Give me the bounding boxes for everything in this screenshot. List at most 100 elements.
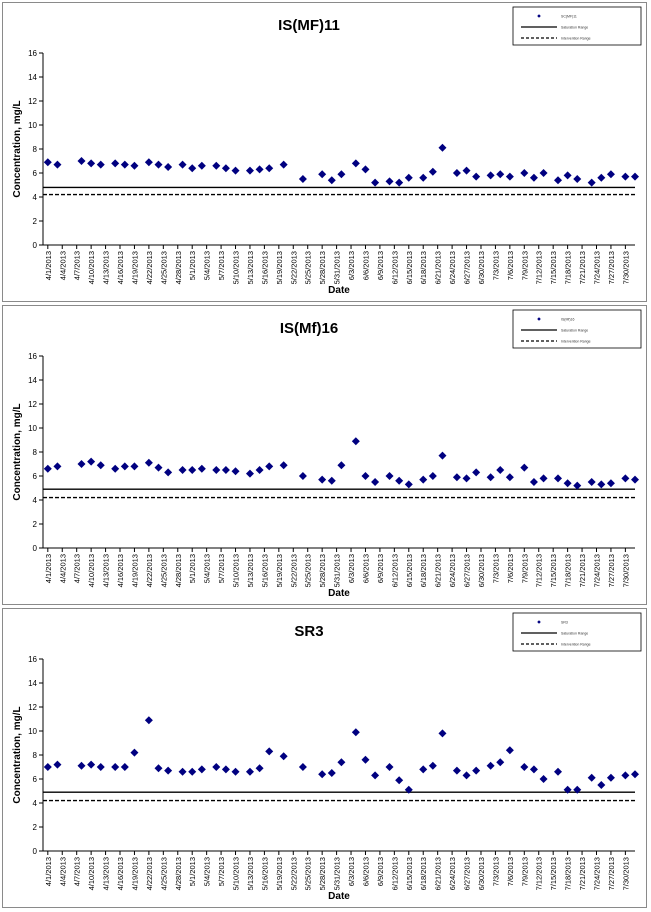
y-tick-label: 2: [33, 823, 38, 832]
x-tick-label: 7/18/2013: [564, 857, 573, 890]
x-tick-label: 6/12/2013: [390, 857, 399, 890]
data-point: [298, 175, 307, 183]
data-point: [539, 169, 548, 177]
x-tick-label: 6/21/2013: [434, 857, 443, 890]
x-tick-label: 7/24/2013: [592, 857, 601, 890]
x-tick-label: 7/30/2013: [621, 857, 630, 890]
y-tick-label: 4: [33, 799, 38, 808]
x-tick-label: 4/28/2013: [174, 554, 183, 587]
legend-box: [512, 612, 642, 652]
y-tick-label: 12: [28, 97, 37, 106]
x-tick-label: 5/25/2013: [304, 251, 313, 284]
x-tick-label: 7/18/2013: [564, 251, 573, 284]
x-tick-label: 6/30/2013: [477, 554, 486, 587]
data-point: [298, 763, 307, 771]
data-point: [385, 763, 394, 771]
x-tick-label: 7/30/2013: [621, 251, 630, 284]
data-point: [631, 172, 639, 181]
x-tick-label: 4/28/2013: [174, 251, 183, 284]
x-tick-label: 6/3/2013: [347, 857, 356, 886]
data-point: [385, 177, 394, 186]
data-point: [221, 765, 230, 774]
x-tick-label: 6/6/2013: [361, 554, 370, 583]
legend: SR3 Saturation Range Intervention Range: [512, 612, 642, 652]
data-point: [395, 476, 404, 485]
data-point: [221, 164, 230, 173]
x-tick-label: 5/31/2013: [333, 857, 342, 890]
data-point: [428, 761, 437, 770]
data-point: [486, 473, 495, 482]
legend-entry: Intervention Range: [561, 37, 591, 41]
data-point: [419, 475, 428, 484]
chart-svg: IS(MF)11 0 2 4 6 8 10 12 14 16 4/1/2013 4/4/2013 4/7…: [12, 6, 642, 296]
y-tick-label: 8: [33, 751, 38, 760]
data-point: [245, 166, 254, 175]
x-tick-label: 4/16/2013: [116, 857, 125, 890]
data-point: [77, 157, 86, 165]
legend-entry: Saturation Range: [561, 632, 588, 636]
x-tick-label: 6/24/2013: [448, 554, 457, 587]
x-tick-label: 6/30/2013: [477, 857, 486, 890]
data-point: [529, 765, 538, 774]
legend-marker: [537, 317, 541, 321]
x-tick-label: 4/13/2013: [102, 554, 111, 587]
x-tick-label: 4/1/2013: [44, 251, 53, 280]
x-tick-label: 6/15/2013: [405, 251, 414, 284]
y-tick-label: 14: [28, 376, 37, 385]
x-tick-label: 4/10/2013: [87, 857, 96, 890]
data-point: [130, 161, 139, 170]
data-point: [327, 176, 336, 185]
data-point: [351, 437, 360, 446]
data-point: [279, 752, 288, 761]
x-tick-label: 5/28/2013: [318, 857, 327, 890]
data-point: [351, 728, 360, 737]
y-tick-label: 6: [33, 169, 38, 178]
data-point: [231, 767, 240, 776]
data-point: [178, 466, 187, 474]
data-point: [197, 161, 206, 170]
x-tick-label: 6/27/2013: [463, 857, 472, 890]
x-tick-label: 5/13/2013: [246, 554, 255, 587]
data-point: [505, 473, 514, 482]
x-tick-label: 7/27/2013: [607, 554, 616, 587]
x-tick-label: 5/7/2013: [217, 251, 226, 280]
x-tick-label: 6/3/2013: [347, 554, 356, 583]
data-point: [212, 466, 221, 474]
data-point: [255, 764, 264, 773]
data-point: [438, 451, 447, 460]
x-tick-label: 5/22/2013: [289, 857, 298, 890]
data-point: [452, 169, 461, 177]
y-tick-label: 0: [33, 544, 38, 553]
chart-panel-1: IS(MF)11 0 2 4 6 8 10 12 14 16 4/1/2013 4/4/2013 4/7…: [2, 2, 647, 302]
x-tick-label: 6/21/2013: [434, 554, 443, 587]
data-point: [462, 166, 471, 175]
data-point: [452, 766, 461, 775]
x-tick-label: 5/1/2013: [188, 554, 197, 583]
x-axis-label: Date: [328, 588, 350, 599]
x-tick-label: 7/12/2013: [535, 251, 544, 284]
data-point: [587, 773, 596, 782]
data-point: [597, 173, 606, 182]
data-point: [298, 472, 307, 480]
x-tick-label: 6/9/2013: [376, 857, 385, 886]
data-point: [553, 767, 562, 776]
data-point: [371, 478, 380, 486]
x-tick-label: 7/21/2013: [578, 251, 587, 284]
data-point: [144, 458, 153, 467]
chart-svg: IS(Mf)16 0 2 4 6 8 10 12 14 16 4/1/2013 4/4/2013 4/7…: [12, 309, 642, 599]
x-tick-label: 5/1/2013: [188, 857, 197, 886]
data-point: [43, 464, 52, 473]
data-point: [631, 475, 639, 484]
x-tick-label: 5/19/2013: [275, 251, 284, 284]
data-point: [255, 466, 264, 474]
data-point: [188, 767, 197, 776]
x-tick-label: 4/25/2013: [159, 251, 168, 284]
x-tick-label: 7/30/2013: [621, 554, 630, 587]
x-tick-label: 5/7/2013: [217, 554, 226, 583]
data-point: [395, 776, 404, 785]
y-tick-label: 6: [33, 472, 38, 481]
x-tick-label: 4/10/2013: [87, 554, 96, 587]
x-tick-label: 5/4/2013: [203, 857, 212, 886]
y-tick-label: 0: [33, 847, 38, 856]
data-point: [371, 771, 380, 780]
